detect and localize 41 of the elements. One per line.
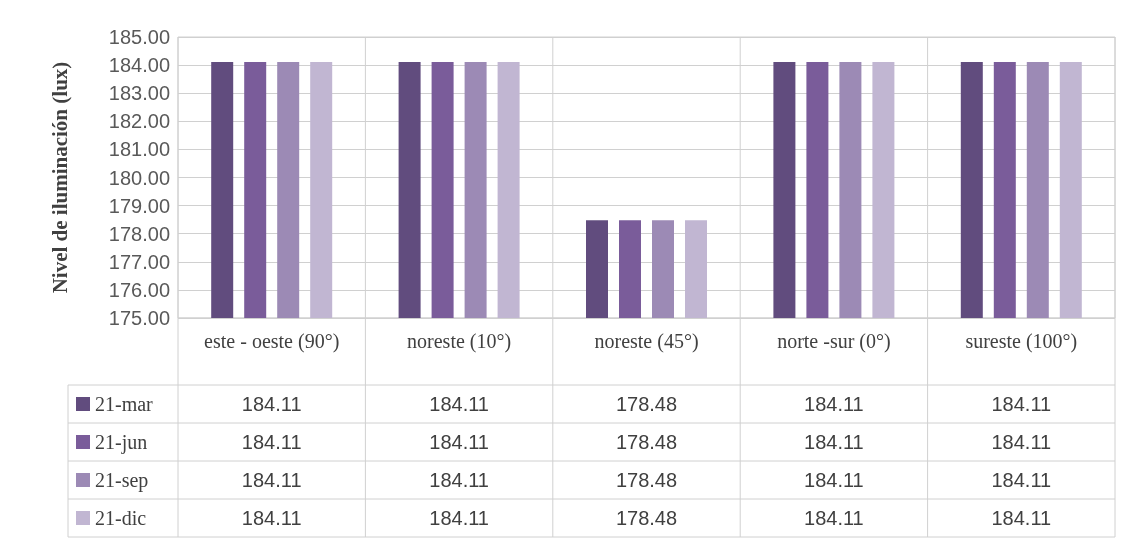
data-label: 184.11: [429, 431, 489, 453]
y-tick-label: 179.00: [108, 194, 170, 217]
legend-label: 21-mar: [95, 393, 154, 415]
y-tick-label: 184.00: [108, 54, 170, 77]
y-tick-label: 182.00: [108, 110, 170, 133]
y-tick-label: 178.00: [108, 222, 170, 245]
data-label: 178.48: [615, 469, 678, 491]
data-label: 178.48: [615, 431, 678, 453]
data-label: 178.48: [615, 393, 678, 415]
data-label: 184.11: [991, 431, 1052, 453]
legend-label: 21-jun: [95, 431, 148, 454]
x-tick-label: este - oeste (90°): [204, 330, 340, 353]
y-tick-label: 176.00: [108, 278, 170, 301]
data-label: 184.11: [804, 393, 864, 415]
data-label: 184.11: [241, 469, 302, 491]
data-label: 184.11: [429, 393, 489, 415]
legend-label: 21-sep: [95, 469, 149, 492]
data-label: 184.11: [804, 469, 864, 491]
y-tick-label: 185.00: [108, 26, 170, 48]
data-label: 184.11: [241, 507, 302, 529]
data-label: 184.11: [804, 507, 864, 529]
y-tick-label: 175.00: [108, 307, 170, 329]
y-axis-title: Nivel de iluminación (lux): [47, 61, 72, 294]
x-tick-label: sureste (100°): [965, 330, 1078, 353]
data-label: 184.11: [991, 507, 1052, 529]
x-tick-label: noreste (10°): [407, 330, 512, 353]
x-tick-label: noreste (45°): [594, 330, 699, 353]
y-tick-label: 183.00: [108, 82, 170, 105]
data-label: 184.11: [429, 507, 489, 529]
legend-label: 21-dic: [95, 507, 147, 529]
data-label: 184.11: [991, 469, 1052, 491]
y-tick-label: 177.00: [108, 250, 170, 273]
data-label: 184.11: [429, 469, 489, 491]
data-label: 184.11: [804, 431, 864, 453]
data-label: 184.11: [241, 431, 302, 453]
data-label: 178.48: [615, 507, 678, 529]
data-label: 184.11: [991, 393, 1052, 415]
y-tick-label: 180.00: [108, 166, 170, 189]
y-tick-label: 181.00: [108, 138, 170, 161]
data-label: 184.11: [241, 393, 302, 415]
x-tick-label: norte -sur (0°): [777, 330, 891, 353]
